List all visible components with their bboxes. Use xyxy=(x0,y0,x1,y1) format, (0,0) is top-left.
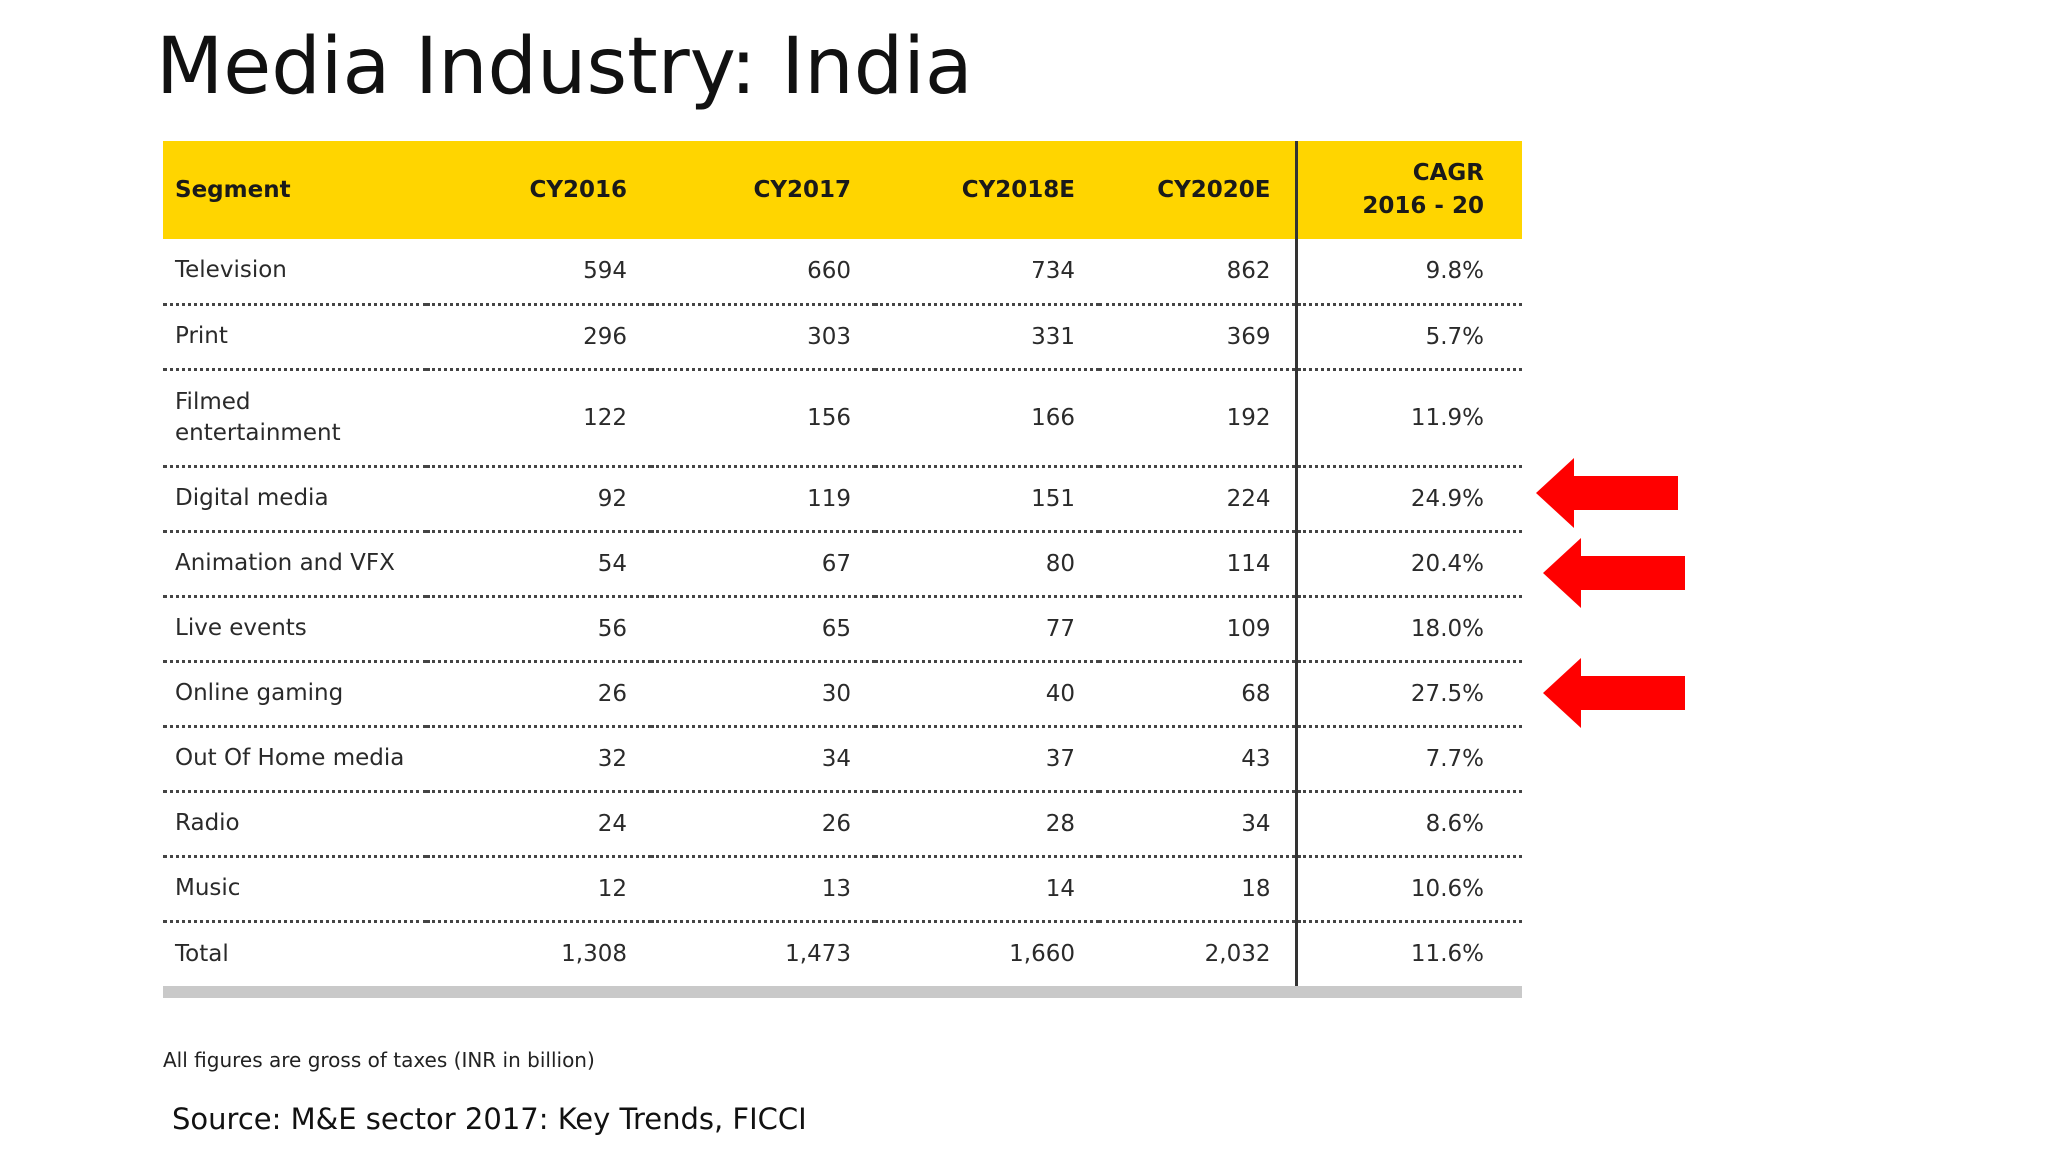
highlight-arrow-digital-media xyxy=(1536,458,1678,528)
cell-segment: Print xyxy=(163,304,427,371)
cell-cy2017: 65 xyxy=(651,596,875,663)
cell-cy2018e: 166 xyxy=(875,369,1099,468)
cell-cy2016: 122 xyxy=(427,369,651,468)
cell-cy2017: 303 xyxy=(651,304,875,371)
cell-cy2016: 296 xyxy=(427,304,651,371)
cell-cagr: 24.9% xyxy=(1296,466,1522,533)
cell-cy2018e: 28 xyxy=(875,791,1099,858)
cell-segment: Live events xyxy=(163,596,427,663)
arrow-left-icon xyxy=(1543,538,1685,608)
cell-cagr: 8.6% xyxy=(1296,791,1522,858)
cell-cagr: 5.7% xyxy=(1296,304,1522,371)
table-row: Total 1,308 1,473 1,660 2,032 11.6% xyxy=(163,921,1522,986)
cell-cy2016: 32 xyxy=(427,726,651,793)
cell-segment: Digital media xyxy=(163,466,427,533)
footnote: All figures are gross of taxes (INR in b… xyxy=(163,1048,595,1072)
cell-cy2020e: 369 xyxy=(1099,304,1298,371)
table-row: Live events 56 65 77 109 18.0% xyxy=(163,596,1522,663)
cell-cy2020e: 224 xyxy=(1099,466,1298,533)
table-row: Music 12 13 14 18 10.6% xyxy=(163,856,1522,923)
arrow-left-icon xyxy=(1536,458,1678,528)
cell-segment: Online gaming xyxy=(163,661,427,728)
cell-cagr: 11.9% xyxy=(1296,369,1522,468)
cell-cy2018e: 77 xyxy=(875,596,1099,663)
cell-cy2020e: 43 xyxy=(1099,726,1298,793)
cell-cagr: 20.4% xyxy=(1296,531,1522,598)
cell-cagr: 27.5% xyxy=(1296,661,1522,728)
arrow-left-icon xyxy=(1543,658,1685,728)
cell-cy2020e: 68 xyxy=(1099,661,1298,728)
slide-title: Media Industry: India xyxy=(156,22,973,112)
cell-cy2017: 26 xyxy=(651,791,875,858)
table-row: Out Of Home media 32 34 37 43 7.7% xyxy=(163,726,1522,793)
cell-cy2018e: 331 xyxy=(875,304,1099,371)
cell-cy2017: 30 xyxy=(651,661,875,728)
cell-cy2020e: 34 xyxy=(1099,791,1298,858)
cell-cy2020e: 114 xyxy=(1099,531,1298,598)
cell-cy2018e: 151 xyxy=(875,466,1099,533)
cell-cy2016: 1,308 xyxy=(561,941,627,968)
cell-segment: Radio xyxy=(163,791,427,858)
column-header-segment: Segment xyxy=(175,177,291,203)
cell-segment: Music xyxy=(163,856,427,923)
cell-cy2018e: 37 xyxy=(875,726,1099,793)
cell-cagr: 7.7% xyxy=(1296,726,1522,793)
cell-cy2018e: 40 xyxy=(875,661,1099,728)
cell-cy2017: 67 xyxy=(651,531,875,598)
cell-cy2016: 24 xyxy=(427,791,651,858)
table-header-row: Segment CY2016 CY2017 CY2018E CY2020E CA… xyxy=(163,141,1522,239)
cell-segment: Animation and VFX xyxy=(163,531,427,598)
cell-cy2017: 13 xyxy=(651,856,875,923)
table-row: Television 594 660 734 862 9.8% xyxy=(163,239,1522,306)
column-header-cy2018e: CY2018E xyxy=(961,177,1075,203)
cell-cy2020e: 862 xyxy=(1099,239,1298,306)
column-header-cagr: CAGR 2016 - 20 xyxy=(1296,141,1522,239)
cell-cagr: 9.8% xyxy=(1296,239,1522,306)
table-row: Animation and VFX 54 67 80 114 20.4% xyxy=(163,531,1522,598)
column-header-cy2016: CY2016 xyxy=(529,177,627,203)
media-segment-table: Segment CY2016 CY2017 CY2018E CY2020E CA… xyxy=(163,141,1522,998)
column-header-cy2020e: CY2020E xyxy=(1099,141,1298,239)
cell-cagr: 10.6% xyxy=(1296,856,1522,923)
cell-cy2018e: 1,660 xyxy=(1009,941,1075,968)
data-table: Segment CY2016 CY2017 CY2018E CY2020E CA… xyxy=(163,141,1522,986)
cell-cy2017: 119 xyxy=(651,466,875,533)
cell-cy2016: 26 xyxy=(427,661,651,728)
highlight-arrow-animation-vfx xyxy=(1543,538,1685,608)
cell-cy2017: 34 xyxy=(651,726,875,793)
cagr-header-line-1: CAGR xyxy=(1412,160,1484,186)
table-row: Radio 24 26 28 34 8.6% xyxy=(163,791,1522,858)
highlight-arrow-online-gaming xyxy=(1543,658,1685,728)
cell-cy2017: 156 xyxy=(651,369,875,468)
cell-cagr: 18.0% xyxy=(1296,596,1522,663)
cagr-header-line-2: 2016 - 20 xyxy=(1362,193,1484,219)
cell-cy2017: 660 xyxy=(651,239,875,306)
cell-segment: Out Of Home media xyxy=(163,726,427,793)
cell-cy2016: 54 xyxy=(427,531,651,598)
cell-cy2020e: 192 xyxy=(1099,369,1298,468)
table-row: Online gaming 26 30 40 68 27.5% xyxy=(163,661,1522,728)
table-body: Television 594 660 734 862 9.8% Print 296 303 331… xyxy=(163,239,1522,986)
source-citation: Source: M&E sector 2017: Key Trends, FIC… xyxy=(172,1102,807,1136)
cell-cy2016: 56 xyxy=(427,596,651,663)
cell-cy2020e: 109 xyxy=(1099,596,1298,663)
table-row: Digital media 92 119 151 224 24.9% xyxy=(163,466,1522,533)
table-row: Print 296 303 331 369 5.7% xyxy=(163,304,1522,371)
cell-cy2020e: 2,032 xyxy=(1099,921,1298,986)
cell-segment: Filmed entertainment xyxy=(163,369,427,468)
table-row: Filmed entertainment 122 156 166 192 11.9% xyxy=(163,369,1522,468)
cell-cy2016: 92 xyxy=(427,466,651,533)
column-header-cy2017: CY2017 xyxy=(753,177,851,203)
cell-cy2020e: 18 xyxy=(1099,856,1298,923)
cell-cy2018e: 734 xyxy=(875,239,1099,306)
cell-segment: Total xyxy=(175,940,229,967)
cell-cagr: 11.6% xyxy=(1410,941,1484,968)
cell-segment: Television xyxy=(163,239,427,306)
table-bottom-bar xyxy=(163,986,1522,998)
cell-cy2016: 594 xyxy=(427,239,651,306)
cell-cy2016: 12 xyxy=(427,856,651,923)
cell-cy2018e: 14 xyxy=(875,856,1099,923)
cell-cy2017: 1,473 xyxy=(785,941,851,968)
cell-cy2018e: 80 xyxy=(875,531,1099,598)
